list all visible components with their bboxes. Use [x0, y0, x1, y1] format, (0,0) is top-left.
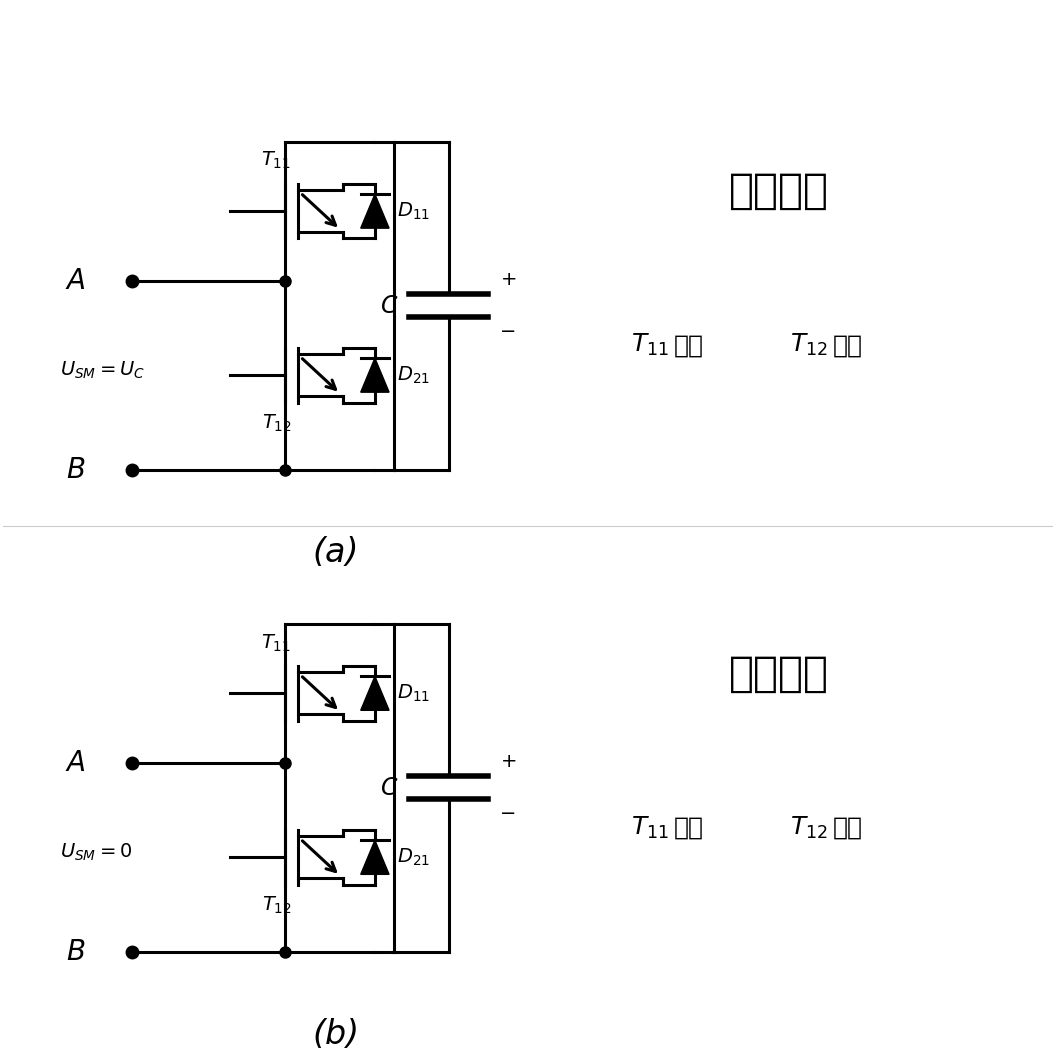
Text: $T_{12}$: $T_{12}$ [262, 413, 291, 434]
Text: (a): (a) [313, 535, 359, 568]
Text: A: A [67, 749, 86, 777]
Text: (b): (b) [313, 1018, 360, 1051]
Text: +: + [501, 270, 517, 289]
Text: $T_{12}$: $T_{12}$ [791, 814, 828, 841]
Text: $T_{11}$: $T_{11}$ [262, 633, 291, 654]
Text: $D_{11}$: $D_{11}$ [397, 201, 431, 222]
Polygon shape [361, 841, 389, 874]
Text: 关断: 关断 [833, 334, 863, 357]
Text: $T_{11}$: $T_{11}$ [631, 333, 670, 358]
Text: $D_{21}$: $D_{21}$ [397, 364, 431, 385]
Text: $T_{12}$: $T_{12}$ [262, 894, 291, 916]
Text: $T_{12}$: $T_{12}$ [791, 333, 828, 358]
Text: B: B [67, 938, 86, 966]
Text: $D_{11}$: $D_{11}$ [397, 682, 431, 704]
Text: A: A [67, 267, 86, 295]
Text: $T_{11}$: $T_{11}$ [262, 150, 291, 171]
Text: $T_{11}$: $T_{11}$ [631, 814, 670, 841]
Text: $U_{SM}=U_C$: $U_{SM}=U_C$ [60, 359, 145, 381]
Text: −: − [501, 322, 516, 341]
Text: 关断: 关断 [674, 815, 704, 840]
Text: 开通: 开通 [674, 334, 704, 357]
Text: 开通: 开通 [833, 815, 863, 840]
Text: C: C [380, 776, 397, 799]
Polygon shape [361, 358, 389, 392]
Text: 投入状态: 投入状态 [729, 170, 829, 212]
Text: +: + [501, 752, 517, 771]
Text: $U_{SM}=0$: $U_{SM}=0$ [60, 842, 132, 863]
Text: −: − [501, 805, 516, 824]
Text: C: C [380, 294, 397, 318]
Polygon shape [361, 676, 389, 711]
Text: 切除状态: 切除状态 [729, 653, 829, 695]
Polygon shape [361, 194, 389, 228]
Text: $D_{21}$: $D_{21}$ [397, 847, 431, 868]
Text: B: B [67, 455, 86, 484]
